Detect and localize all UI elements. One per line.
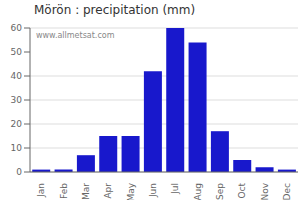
svg-text:Dec: Dec [282, 183, 292, 200]
svg-text:Mar: Mar [81, 183, 91, 200]
svg-text:40: 40 [11, 71, 23, 81]
svg-text:10: 10 [11, 143, 23, 153]
svg-text:Jul: Jul [170, 183, 180, 195]
svg-text:60: 60 [11, 23, 23, 33]
svg-text:Aug: Aug [193, 183, 203, 200]
svg-text:50: 50 [11, 47, 23, 57]
svg-text:May: May [126, 182, 136, 200]
svg-text:Nov: Nov [260, 182, 270, 200]
svg-text:Jan: Jan [36, 183, 46, 198]
svg-text:Apr: Apr [103, 183, 113, 199]
html-text:www.allmetsat.com: www.allmetsat.com [36, 31, 115, 40]
svg-text:Oct: Oct [237, 183, 247, 199]
html-text:Mörön : precipitation (mm): Mörön : precipitation (mm) [34, 3, 196, 17]
svg-text:20: 20 [11, 119, 23, 129]
svg-text:30: 30 [11, 95, 23, 105]
svg-text:0: 0 [16, 167, 22, 177]
svg-text:Sep: Sep [215, 183, 225, 200]
svg-text:Feb: Feb [59, 183, 69, 199]
svg-text:Jun: Jun [148, 183, 158, 198]
